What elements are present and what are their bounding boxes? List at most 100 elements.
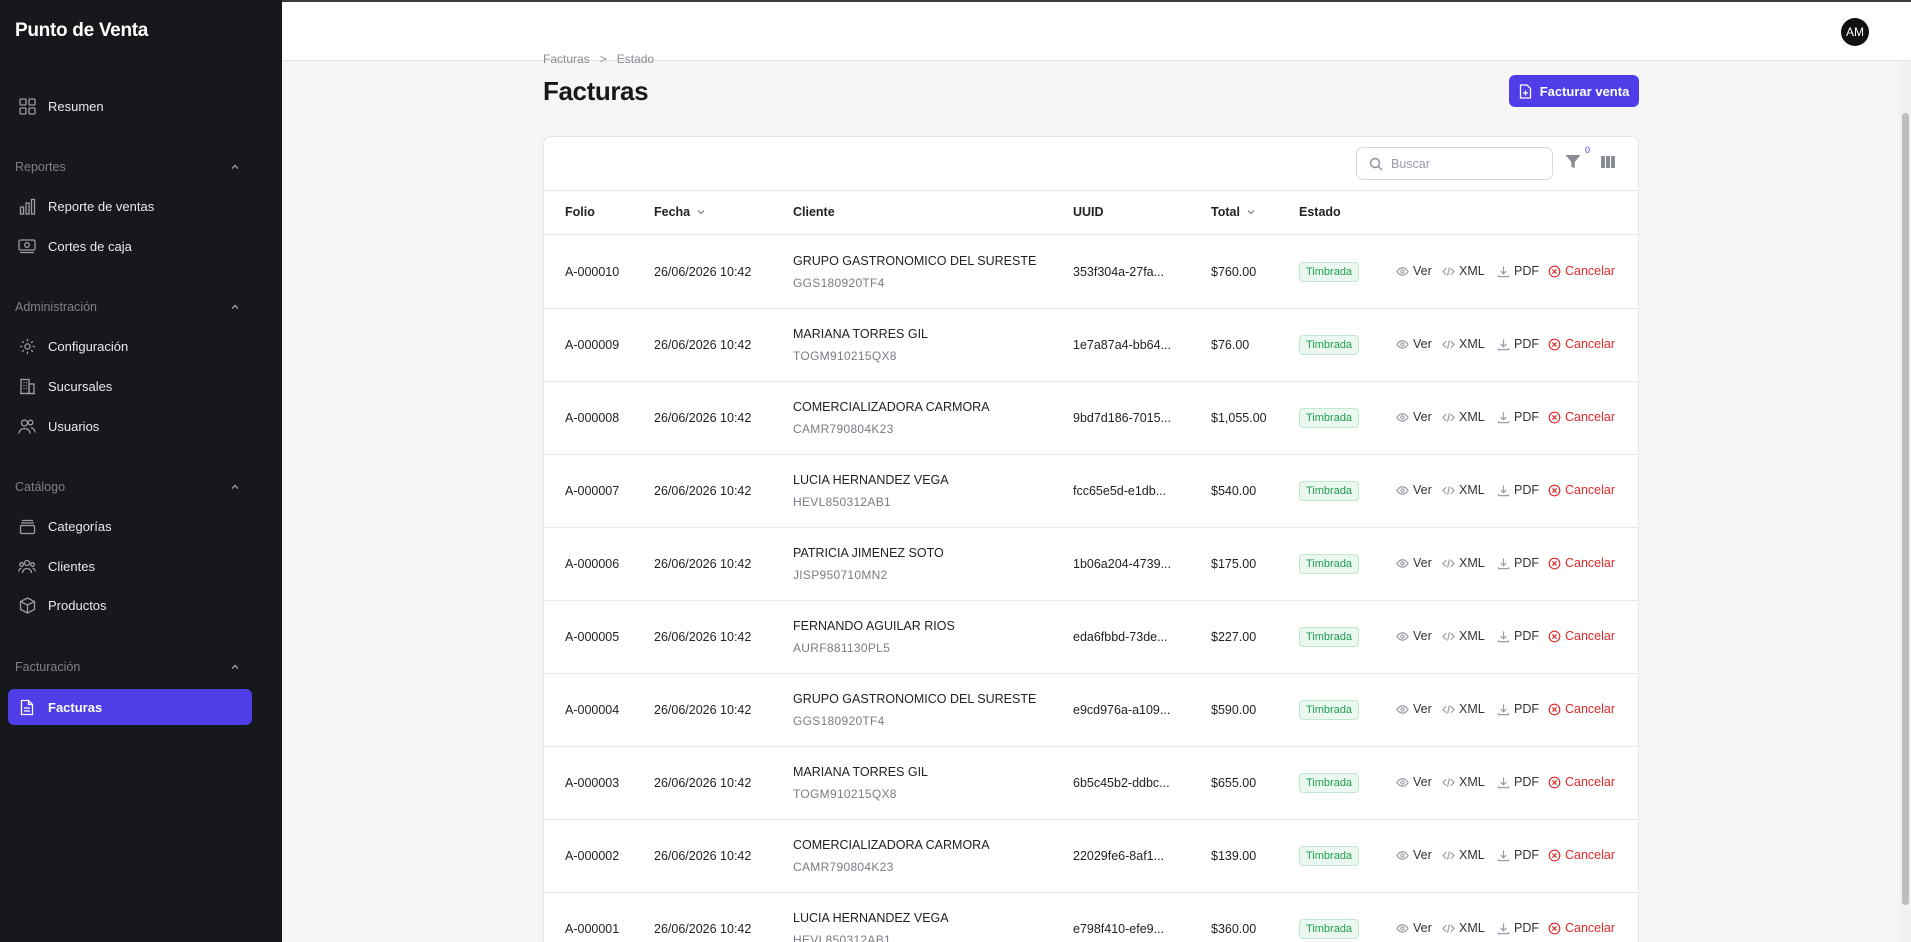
chevron-down-icon xyxy=(1247,210,1255,215)
cancelar-button[interactable]: Cancelar xyxy=(1548,337,1615,351)
table-row[interactable]: A-000001 26/06/2026 10:42 LUCIA HERNANDEZ … xyxy=(544,893,1638,942)
cell-cliente: GRUPO GASTRONOMICO DEL SURESTE GGS180920T… xyxy=(793,692,1036,728)
search-input[interactable] xyxy=(1391,156,1531,171)
sidebar-item-categorias[interactable]: Categorías xyxy=(8,508,252,544)
action-label: PDF xyxy=(1514,629,1539,643)
xml-button[interactable]: XML xyxy=(1442,410,1485,424)
status-badge: Timbrada xyxy=(1299,627,1360,647)
sidebar-item-configuracion[interactable]: Configuración xyxy=(8,328,252,364)
cash-icon xyxy=(18,237,36,255)
sidebar-item-reporte-ventas[interactable]: Reporte de ventas xyxy=(8,188,252,224)
ver-button[interactable]: Ver xyxy=(1396,848,1432,862)
pdf-button[interactable]: PDF xyxy=(1497,556,1539,570)
cancelar-button[interactable]: Cancelar xyxy=(1548,556,1615,570)
xml-button[interactable]: XML xyxy=(1442,264,1485,278)
cliente-rfc: TOGM910215QX8 xyxy=(793,349,897,363)
scrollbar-thumb[interactable] xyxy=(1902,113,1909,905)
pdf-button[interactable]: PDF xyxy=(1497,410,1539,424)
sidebar-item-sucursales[interactable]: Sucursales xyxy=(8,368,252,404)
table-row[interactable]: A-000009 26/06/2026 10:42 MARIANA TORRES G… xyxy=(544,309,1638,382)
gear-icon xyxy=(18,337,36,355)
xml-button[interactable]: XML xyxy=(1442,848,1485,862)
ver-button[interactable]: Ver xyxy=(1396,410,1432,424)
action-label: XML xyxy=(1459,775,1485,789)
ver-button[interactable]: Ver xyxy=(1396,483,1432,497)
pdf-button[interactable]: PDF xyxy=(1497,629,1539,643)
cliente-rfc: GGS180920TF4 xyxy=(793,276,885,290)
sidebar-item-clientes[interactable]: Clientes xyxy=(8,548,252,584)
breadcrumb-item[interactable]: Facturas xyxy=(543,52,590,66)
cancelar-button[interactable]: Cancelar xyxy=(1548,483,1615,497)
table-row[interactable]: A-000004 26/06/2026 10:42 GRUPO GASTRONOMI… xyxy=(544,674,1638,747)
xml-button[interactable]: XML xyxy=(1442,702,1485,716)
action-label: Cancelar xyxy=(1565,410,1616,424)
table-row[interactable]: A-000010 26/06/2026 10:42 GRUPO GASTRONOMI… xyxy=(544,236,1638,309)
pdf-button[interactable]: PDF xyxy=(1497,483,1539,497)
ver-button[interactable]: Ver xyxy=(1396,775,1432,789)
sidebar-item-usuarios[interactable]: Usuarios xyxy=(8,408,252,444)
action-label: Ver xyxy=(1413,848,1432,862)
ver-button[interactable]: Ver xyxy=(1396,702,1432,716)
pdf-button[interactable]: PDF xyxy=(1497,775,1539,789)
xml-button[interactable]: XML xyxy=(1442,629,1485,643)
column-header-fecha[interactable]: Fecha xyxy=(654,205,706,219)
page-title: Facturas xyxy=(543,76,649,106)
ver-button[interactable]: Ver xyxy=(1396,629,1432,643)
cancelar-button[interactable]: Cancelar xyxy=(1548,629,1615,643)
sidebar-item-facturas[interactable]: Facturas xyxy=(8,689,252,725)
cliente-name: LUCIA HERNANDEZ VEGA xyxy=(793,473,949,487)
table-row[interactable]: A-000007 26/06/2026 10:42 LUCIA HERNANDEZ … xyxy=(544,455,1638,528)
filter-icon[interactable] xyxy=(1564,153,1582,171)
action-label: XML xyxy=(1459,702,1485,716)
section-administracion[interactable]: Administración xyxy=(15,300,241,314)
xml-button[interactable]: XML xyxy=(1442,483,1485,497)
xml-button[interactable]: XML xyxy=(1442,775,1485,789)
pdf-button[interactable]: PDF xyxy=(1497,848,1539,862)
cancelar-button[interactable]: Cancelar xyxy=(1548,264,1615,278)
pdf-button[interactable]: PDF xyxy=(1497,702,1539,716)
invoices-card: 0 Folio Fecha Cliente UUID Total Estado … xyxy=(543,136,1639,942)
table-row[interactable]: A-000006 26/06/2026 10:42 PATRICIA JIMENEZ… xyxy=(544,528,1638,601)
xml-button[interactable]: XML xyxy=(1442,921,1485,935)
section-label: Administración xyxy=(15,300,97,314)
column-header-uuid: UUID xyxy=(1073,205,1104,219)
action-label: XML xyxy=(1459,848,1485,862)
cell-total: $76.00 xyxy=(1211,338,1250,352)
cancelar-button[interactable]: Cancelar xyxy=(1548,702,1615,716)
cancelar-button[interactable]: Cancelar xyxy=(1548,848,1615,862)
column-label: Folio xyxy=(565,205,595,219)
search-box[interactable] xyxy=(1356,147,1553,180)
ver-button[interactable]: Ver xyxy=(1396,556,1432,570)
xml-button[interactable]: XML xyxy=(1442,556,1485,570)
columns-icon[interactable] xyxy=(1600,154,1616,170)
pdf-button[interactable]: PDF xyxy=(1497,337,1539,351)
action-label: Cancelar xyxy=(1565,483,1616,497)
ver-button[interactable]: Ver xyxy=(1396,337,1432,351)
sidebar-item-productos[interactable]: Productos xyxy=(8,587,252,623)
avatar[interactable]: AM xyxy=(1841,18,1869,46)
cancelar-button[interactable]: Cancelar xyxy=(1548,775,1615,789)
sidebar-item-resumen[interactable]: Resumen xyxy=(8,88,252,124)
table-row[interactable]: A-000002 26/06/2026 10:42 COMERCIALIZADORA… xyxy=(544,820,1638,893)
scrollbar[interactable] xyxy=(1900,61,1911,942)
pdf-button[interactable]: PDF xyxy=(1497,921,1539,935)
search-icon xyxy=(1369,157,1383,170)
column-header-total[interactable]: Total xyxy=(1211,205,1256,219)
cancelar-button[interactable]: Cancelar xyxy=(1548,410,1615,424)
button-label: Facturar venta xyxy=(1539,83,1630,99)
section-facturacion[interactable]: Facturación xyxy=(15,660,241,674)
cancelar-button[interactable]: Cancelar xyxy=(1548,921,1615,935)
table-row[interactable]: A-000005 26/06/2026 10:42 FERNANDO AGUILAR… xyxy=(544,601,1638,674)
sidebar-item-cortes-caja[interactable]: Cortes de caja xyxy=(8,228,252,264)
xml-button[interactable]: XML xyxy=(1442,337,1485,351)
section-reportes[interactable]: Reportes xyxy=(15,160,241,174)
section-catalogo[interactable]: Catálogo xyxy=(15,480,241,494)
cell-folio: A-000007 xyxy=(565,484,620,498)
facturar-venta-button[interactable]: Facturar venta xyxy=(1509,75,1639,107)
cliente-rfc: JISP950710MN2 xyxy=(793,568,888,582)
table-row[interactable]: A-000008 26/06/2026 10:42 COMERCIALIZADORA… xyxy=(544,382,1638,455)
pdf-button[interactable]: PDF xyxy=(1497,264,1539,278)
ver-button[interactable]: Ver xyxy=(1396,264,1432,278)
table-row[interactable]: A-000003 26/06/2026 10:42 MARIANA TORRES G… xyxy=(544,747,1638,820)
ver-button[interactable]: Ver xyxy=(1396,921,1432,935)
